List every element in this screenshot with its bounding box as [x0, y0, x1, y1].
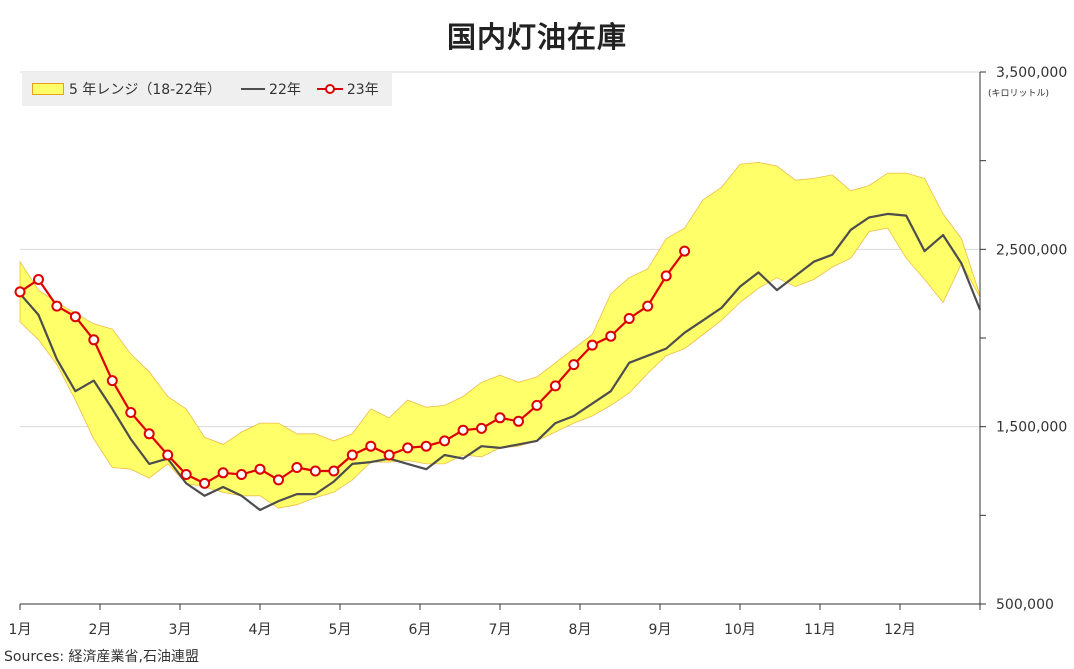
- source-note: Sources: 経済産業省,石油連盟: [4, 649, 199, 665]
- series-23-point: [568, 359, 580, 371]
- axis-layer: 500,000 1,500,000 2,500,000 3,500,000 (キロリット…: [9, 65, 1068, 638]
- x-tick-label: 10月: [724, 622, 756, 638]
- series-23-point: [439, 435, 451, 447]
- series-23-point: [14, 286, 26, 298]
- chart-title: 国内灯油在庫: [446, 20, 627, 54]
- x-tick-label: 5月: [329, 622, 352, 638]
- x-tick-label: 11月: [804, 622, 836, 638]
- series-23-point: [33, 274, 44, 285]
- legend-swatch-23: [316, 84, 343, 94]
- series-23-point: [217, 467, 229, 479]
- series-22-line: [19, 212, 982, 512]
- x-tick-label: 7月: [489, 622, 512, 638]
- series-23-point: [328, 465, 340, 477]
- series-23-point: [236, 469, 247, 480]
- series-23-point: [125, 407, 137, 418]
- x-tick-label: 3月: [169, 622, 192, 638]
- series-23-point: [623, 313, 635, 324]
- series-23-point: [291, 462, 303, 473]
- y-tick-label: 3,500,000: [996, 65, 1067, 81]
- series-23-point: [143, 428, 155, 440]
- x-tick-label: 6月: [409, 622, 432, 638]
- series-23-point: [51, 300, 63, 312]
- x-tick-label: 4月: [249, 622, 272, 638]
- line-23-layer: [14, 245, 691, 489]
- series-23-point: [513, 415, 524, 427]
- legend-item-23: 23年: [316, 79, 379, 99]
- x-tick-label: 8月: [569, 622, 592, 638]
- line-22-layer: [19, 212, 982, 512]
- y-tick-label: 500,000: [996, 597, 1054, 613]
- series-23-point: [531, 399, 543, 411]
- series-23-point: [162, 449, 174, 461]
- legend-item-22: 22年: [241, 79, 301, 99]
- x-tick-label: 1月: [9, 622, 32, 638]
- series-23-point: [457, 424, 469, 436]
- legend-label-23: 23年: [346, 82, 379, 98]
- x-tick-label: 9月: [649, 622, 672, 638]
- series-23-point: [69, 311, 81, 323]
- legend-label-range: 5 年レンジ（18-22年）: [69, 82, 222, 98]
- series-23-point: [273, 474, 284, 486]
- series-23-point: [420, 440, 432, 452]
- series-23-point: [199, 477, 211, 489]
- x-tick-label: 2月: [89, 622, 112, 638]
- series-23-point: [309, 465, 321, 477]
- x-tick-label: 12月: [884, 622, 916, 638]
- legend-item-range: 5 年レンジ（18-22年）: [32, 79, 221, 99]
- series-23-point: [365, 440, 377, 452]
- y-tick-label: 1,500,000: [996, 420, 1067, 436]
- series-23-point: [402, 442, 414, 454]
- unit-label: (キロリットル): [988, 89, 1049, 99]
- series-23-point: [586, 339, 598, 351]
- legend-swatch-22: [241, 88, 266, 90]
- series-23-point: [88, 334, 100, 346]
- series-23-point: [660, 270, 672, 282]
- series-23-point: [605, 330, 617, 342]
- series-23-point: [383, 449, 395, 461]
- series-23-point: [679, 245, 691, 257]
- series-23-point: [494, 412, 506, 424]
- series-23-point: [549, 380, 561, 392]
- series-23-point: [346, 449, 358, 461]
- series-23-point: [642, 300, 654, 312]
- legend-label-22: 22年: [269, 82, 301, 98]
- legend-swatch-range: [32, 83, 64, 95]
- series-23-point: [254, 463, 266, 475]
- series-23-point: [476, 422, 487, 434]
- y-tick-label: 2,500,000: [996, 242, 1067, 258]
- series-23-point: [180, 469, 192, 480]
- legend: 5 年レンジ（18-22年） 22年 23年: [22, 72, 392, 106]
- series-23-point: [106, 375, 118, 387]
